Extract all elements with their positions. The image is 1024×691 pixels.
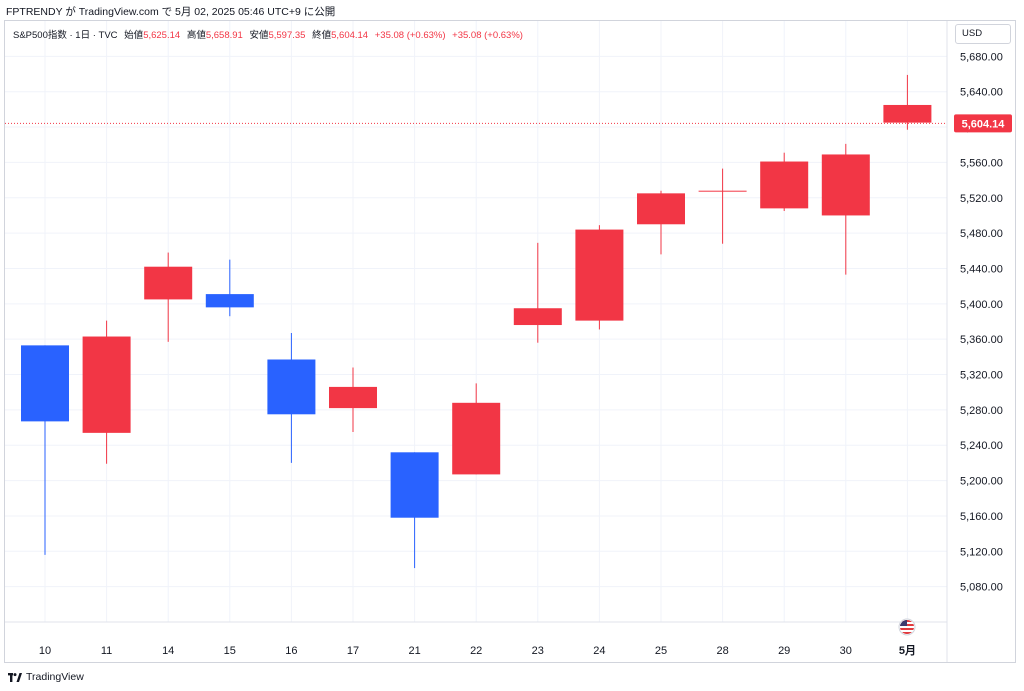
candle-body [513, 308, 562, 326]
time-tick-label: 22 [470, 645, 482, 657]
candle-body [205, 294, 254, 308]
candle[interactable] [821, 143, 870, 275]
time-tick-label: 30 [840, 645, 852, 657]
candle[interactable] [513, 242, 562, 343]
candle-body [637, 193, 685, 225]
footer-brand-label: TradingView [26, 671, 84, 683]
price-tick-label: 5,200.00 [960, 476, 1003, 488]
open-value: 5,625.14 [143, 30, 181, 41]
price-tick-label: 5,320.00 [960, 370, 1003, 382]
price-tick-label: 5,480.00 [960, 228, 1003, 240]
candle-body [760, 161, 809, 209]
time-tick-label: 15 [224, 645, 236, 657]
high-label: 高値 [186, 30, 206, 41]
candle[interactable] [760, 152, 809, 212]
price-tick-label: 5,560.00 [960, 157, 1003, 169]
candle[interactable] [267, 332, 316, 463]
time-tick-label: 29 [778, 645, 790, 657]
candle[interactable] [698, 168, 747, 244]
candle-body [267, 359, 316, 415]
time-axis: 10 11 14 15 16 17 21 22 23 24 25 28 29 30 5月 [39, 644, 916, 657]
low-label: 安値 [249, 30, 269, 41]
time-tick-label: 25 [655, 645, 667, 657]
change-value-2: +35.08 (+0.63%) [452, 30, 523, 41]
price-tick-label: 5,280.00 [960, 405, 1003, 417]
open-label: 始値 [124, 30, 144, 41]
candle[interactable] [637, 190, 685, 255]
price-tick-label: 5,080.00 [960, 582, 1003, 594]
last-price-tag-bg [954, 114, 1012, 133]
candle[interactable] [390, 452, 439, 569]
time-tick-label: 5月 [899, 644, 916, 657]
footer-brand[interactable]: TradingView [8, 671, 84, 683]
candle-body [390, 452, 439, 518]
time-tick-label: 21 [408, 645, 420, 657]
candle[interactable] [329, 367, 377, 432]
time-tick-label: 11 [101, 645, 112, 657]
last-price-tag-label: 5,604.14 [962, 118, 1006, 130]
price-tick-label: 5,400.00 [960, 299, 1003, 311]
candle[interactable] [205, 259, 254, 317]
time-tick-label: 16 [285, 645, 297, 657]
candle-body [821, 154, 870, 216]
price-tick-label: 5,120.00 [960, 546, 1003, 558]
candle[interactable] [575, 225, 624, 330]
candles [21, 74, 932, 569]
high-value: 5,658.91 [205, 30, 243, 41]
candle[interactable] [144, 252, 193, 342]
candle-body [452, 402, 501, 475]
candle[interactable] [21, 345, 69, 555]
time-tick-label: 28 [716, 645, 728, 657]
price-tick-label: 5,440.00 [960, 263, 1003, 275]
currency-button[interactable]: USD [955, 24, 1011, 44]
symbol-legend: S&P500指数 · 1日 · TVC 始値5,625.14 高値5,658.9… [13, 27, 523, 41]
candle-body [144, 266, 193, 300]
candle-body [575, 229, 624, 321]
time-tick-label: 24 [593, 645, 605, 657]
candle[interactable] [452, 383, 501, 475]
price-tick-label: 5,360.00 [960, 334, 1003, 346]
low-value: 5,597.35 [268, 30, 306, 41]
time-tick-label: 17 [347, 645, 359, 657]
time-tick-label: 14 [162, 645, 174, 657]
last-price-tag: 5,604.14 [954, 114, 1012, 133]
price-tick-label: 5,520.00 [960, 193, 1003, 205]
symbol-name[interactable]: S&P500指数 · 1日 · TVC [13, 30, 118, 41]
tradingview-logo-icon [8, 672, 22, 682]
candle-body [329, 386, 377, 409]
time-tick-label: 10 [39, 645, 51, 657]
publish-caption: FPTRENDY が TradingView.com で 5月 02, 2025… [6, 6, 336, 18]
us-flag-icon[interactable] [898, 618, 916, 636]
price-tick-label: 5,640.00 [960, 87, 1003, 99]
price-tick-label: 5,240.00 [960, 440, 1003, 452]
candle[interactable] [82, 320, 131, 464]
price-tick-label: 5,160.00 [960, 511, 1003, 523]
close-value: 5,604.14 [331, 30, 369, 41]
time-tick-label: 23 [532, 645, 544, 657]
candle-body [698, 190, 747, 192]
price-axis: 5,080.00 5,120.00 5,160.00 5,200.00 5,240.00… [960, 51, 1003, 593]
candle[interactable] [883, 74, 932, 130]
candle-body [21, 345, 69, 422]
price-tick-label: 5,680.00 [960, 51, 1003, 63]
candle-body [82, 336, 131, 433]
close-label: 終値 [312, 30, 332, 41]
grid-lines [5, 21, 947, 622]
candle-body [883, 104, 932, 123]
change-value: +35.08 (+0.63%) [374, 30, 446, 41]
